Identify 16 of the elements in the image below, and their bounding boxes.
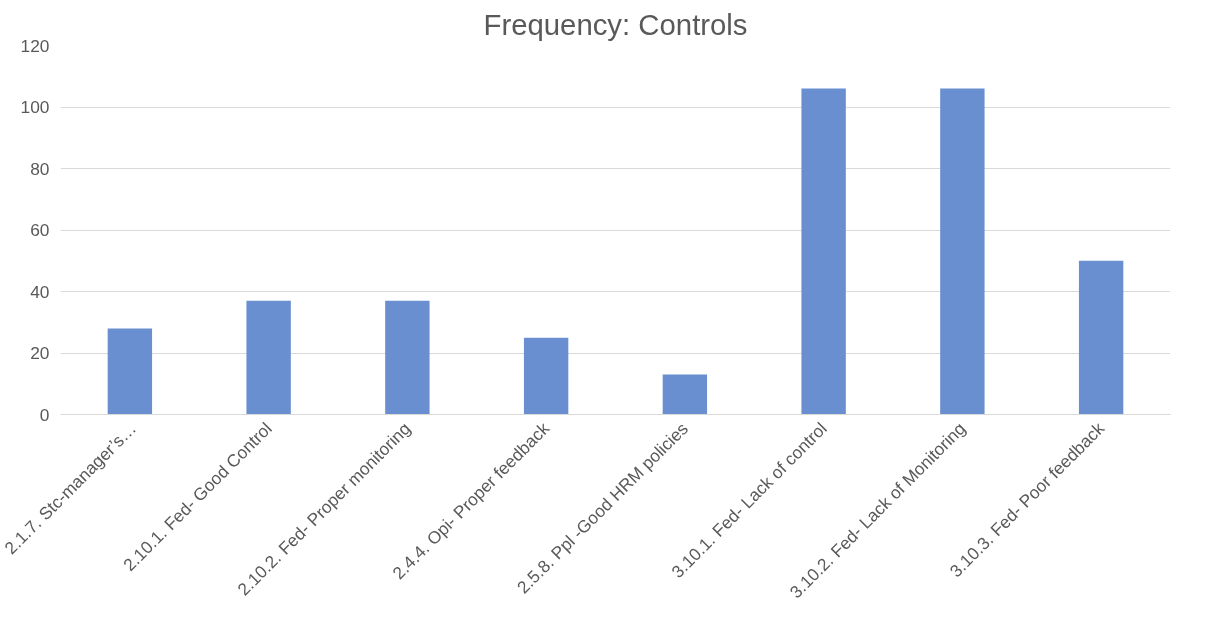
bar (1078, 260, 1124, 415)
y-tick-label: 120 (20, 35, 50, 56)
chart-title: Frequency: Controls (483, 7, 748, 41)
y-tick-label: 20 (30, 343, 50, 363)
bar (107, 328, 153, 415)
bar (662, 374, 708, 415)
y-tick-label: 100 (20, 97, 50, 117)
bar (801, 88, 846, 415)
y-tick-label: 0 (39, 404, 50, 425)
y-tick-label: 40 (30, 281, 50, 302)
bar (246, 300, 291, 415)
bar (523, 337, 569, 415)
bar (385, 300, 430, 415)
y-tick-label: 80 (30, 158, 50, 179)
bar (940, 88, 985, 415)
y-tick-label: 60 (30, 220, 50, 240)
